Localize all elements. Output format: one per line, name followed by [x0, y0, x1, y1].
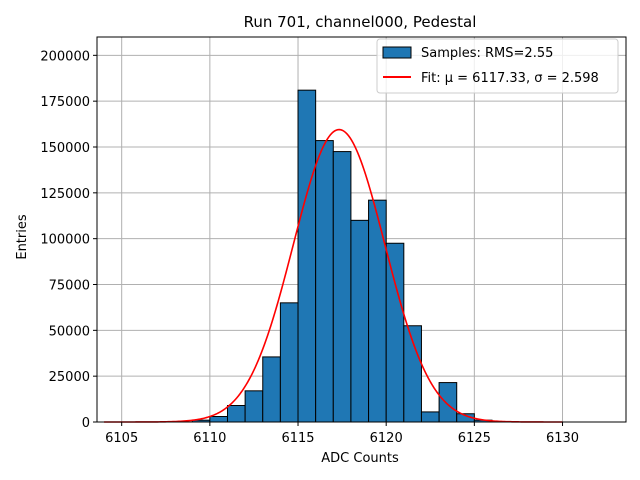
- x-tick-label: 6105: [105, 431, 138, 446]
- histogram-bar: [209, 416, 228, 423]
- y-axis-label: Entries: [15, 214, 30, 260]
- y-tick-label: 175000: [40, 95, 90, 110]
- legend: Samples: RMS=2.55 Fit: μ = 6117.33, σ = …: [376, 38, 619, 94]
- x-tick-label: 6120: [370, 431, 403, 446]
- y-tick-label: 0: [82, 416, 90, 431]
- histogram-bar: [350, 219, 370, 423]
- legend-label-fit: Fit: μ = 6117.33, σ = 2.598: [421, 71, 599, 86]
- histogram-bar: [262, 356, 281, 423]
- y-axis-ticks: 0 25000 50000 75000 100000 125000 150000 175000…: [40, 49, 97, 431]
- histogram-bar: [297, 89, 317, 423]
- histogram-bars: [191, 89, 493, 423]
- legend-label-samples: Samples: RMS=2.55: [421, 46, 553, 61]
- fit-curve-layer: [104, 128, 563, 423]
- histogram-bar: [279, 302, 299, 423]
- x-tick-label: 6110: [193, 431, 226, 446]
- x-axis-ticks: 6105 6110 6115 6120 6125 6130: [105, 422, 579, 446]
- histogram-bar: [244, 390, 264, 423]
- y-tick-label: 25000: [49, 370, 90, 385]
- legend-swatch-samples: [382, 46, 412, 59]
- x-tick-label: 6125: [458, 431, 491, 446]
- x-tick-label: 6115: [281, 431, 314, 446]
- histogram-bar: [315, 140, 334, 423]
- x-axis-label: ADC Counts: [321, 451, 399, 466]
- y-tick-label: 125000: [40, 187, 90, 202]
- histogram-bar: [385, 242, 405, 423]
- y-tick-label: 100000: [40, 233, 90, 248]
- histogram-bar: [368, 199, 387, 423]
- legend-box: [376, 38, 619, 94]
- histogram-bar: [438, 382, 458, 423]
- histogram-bar: [332, 151, 352, 423]
- x-tick-label: 6130: [546, 431, 579, 446]
- gaussian-fit-curve: [104, 128, 563, 423]
- y-tick-label: 200000: [40, 49, 90, 64]
- y-tick-label: 150000: [40, 141, 90, 156]
- plot-frame: [96, 36, 627, 423]
- chart-title: Run 701, channel000, Pedestal: [244, 13, 477, 31]
- grid-lines: [97, 37, 626, 423]
- histogram-bar: [226, 405, 246, 423]
- y-tick-label: 50000: [49, 324, 90, 339]
- histogram-bar: [420, 411, 440, 423]
- y-tick-label: 75000: [49, 279, 90, 294]
